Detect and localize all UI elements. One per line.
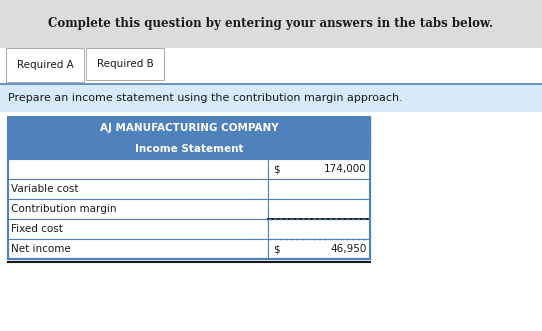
- Bar: [0, 84, 542, 112]
- Text: 46,950: 46,950: [331, 244, 367, 254]
- Text: 174,000: 174,000: [324, 164, 367, 174]
- Bar: [0, 48, 542, 84]
- Bar: [268, 219, 370, 239]
- Bar: [6, 48, 84, 82]
- Text: Required B: Required B: [96, 59, 153, 69]
- Bar: [268, 159, 370, 179]
- Bar: [268, 179, 370, 199]
- Text: AJ MANUFACTURING COMPANY: AJ MANUFACTURING COMPANY: [100, 123, 278, 133]
- Bar: [268, 199, 370, 219]
- Text: Income Statement: Income Statement: [135, 144, 243, 154]
- Text: Complete this question by entering your answers in the tabs below.: Complete this question by entering your …: [48, 18, 494, 30]
- Bar: [0, 0, 542, 48]
- Bar: [8, 239, 268, 259]
- Bar: [8, 179, 268, 199]
- Text: $: $: [273, 164, 280, 174]
- Bar: [8, 117, 370, 139]
- Text: Required A: Required A: [17, 60, 73, 70]
- Bar: [86, 48, 164, 80]
- Bar: [268, 239, 370, 259]
- Bar: [8, 199, 268, 219]
- Text: Fixed cost: Fixed cost: [11, 224, 63, 234]
- Bar: [8, 219, 268, 239]
- Bar: [8, 159, 268, 179]
- Text: Prepare an income statement using the contribution margin approach.: Prepare an income statement using the co…: [8, 93, 403, 103]
- Text: $: $: [273, 244, 280, 254]
- Bar: [8, 139, 370, 159]
- Text: Variable cost: Variable cost: [11, 184, 79, 194]
- Text: Contribution margin: Contribution margin: [11, 204, 117, 214]
- Text: Net income: Net income: [11, 244, 71, 254]
- Bar: [8, 117, 370, 259]
